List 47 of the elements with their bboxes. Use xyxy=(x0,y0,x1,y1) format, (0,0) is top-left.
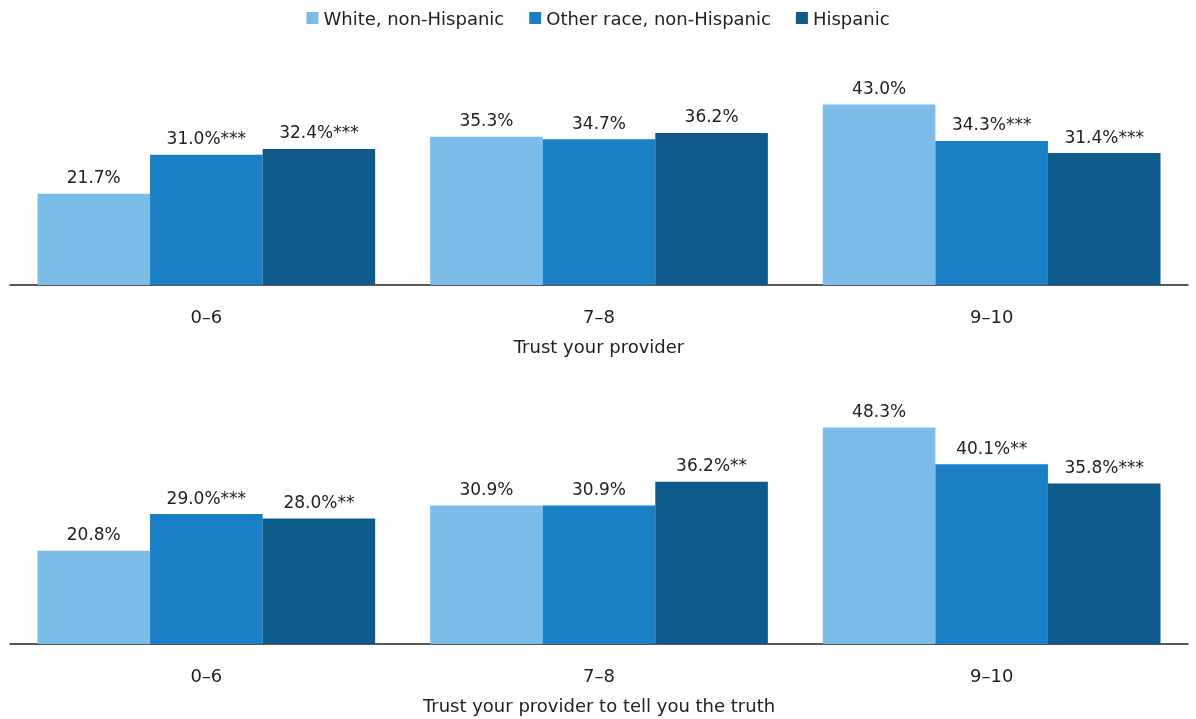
bar xyxy=(1047,483,1161,644)
bar xyxy=(655,481,768,644)
bar xyxy=(542,139,656,285)
data-label: 36.2% xyxy=(684,106,739,127)
bar xyxy=(150,514,263,644)
data-label: 21.7% xyxy=(66,167,121,188)
x-tick-label: 9–10 xyxy=(969,305,1014,327)
x-tick-label: 0–6 xyxy=(190,305,223,327)
bar xyxy=(430,505,543,644)
bar xyxy=(262,148,376,285)
legend-label: White, non-Hispanic xyxy=(323,7,505,29)
x-axis-title: Trust your provider xyxy=(512,335,685,357)
data-label: 30.9% xyxy=(459,479,514,500)
bar xyxy=(262,518,376,644)
x-tick-label: 9–10 xyxy=(969,664,1014,686)
bar xyxy=(822,427,936,644)
data-label: 30.9% xyxy=(571,479,627,500)
bar xyxy=(37,550,151,644)
bar xyxy=(935,464,1048,644)
data-label: 32.4%*** xyxy=(279,122,359,143)
data-label: 31.4%*** xyxy=(1064,126,1144,147)
data-label: 28.0%** xyxy=(283,492,355,513)
data-label: 35.8%*** xyxy=(1064,457,1144,478)
data-label: 35.3% xyxy=(459,110,514,131)
data-label: 36.2%** xyxy=(676,455,748,476)
x-tick-label: 0–6 xyxy=(190,664,223,686)
x-tick-label: 7–8 xyxy=(583,305,615,327)
data-label: 20.8% xyxy=(66,524,121,545)
data-label: 29.0%*** xyxy=(166,487,247,508)
bar xyxy=(935,140,1048,285)
bar xyxy=(822,104,936,285)
data-label: 34.3%*** xyxy=(951,114,1032,135)
data-label: 40.1%** xyxy=(956,437,1028,458)
bar xyxy=(1047,153,1161,285)
legend-label: Other race, non-Hispanic xyxy=(546,7,771,29)
data-label: 43.0% xyxy=(852,77,907,98)
bar xyxy=(542,505,656,644)
data-label: 34.7% xyxy=(571,112,627,133)
x-tick-label: 7–8 xyxy=(583,664,615,686)
bar xyxy=(655,132,768,285)
data-label: 48.3% xyxy=(852,401,907,422)
data-label: 31.0%*** xyxy=(166,128,247,149)
legend-label: Hispanic xyxy=(812,7,890,29)
x-axis-title: Trust your provider to tell you the truth xyxy=(421,694,776,716)
bar xyxy=(37,193,151,285)
bar xyxy=(430,136,543,285)
bar xyxy=(150,154,263,285)
